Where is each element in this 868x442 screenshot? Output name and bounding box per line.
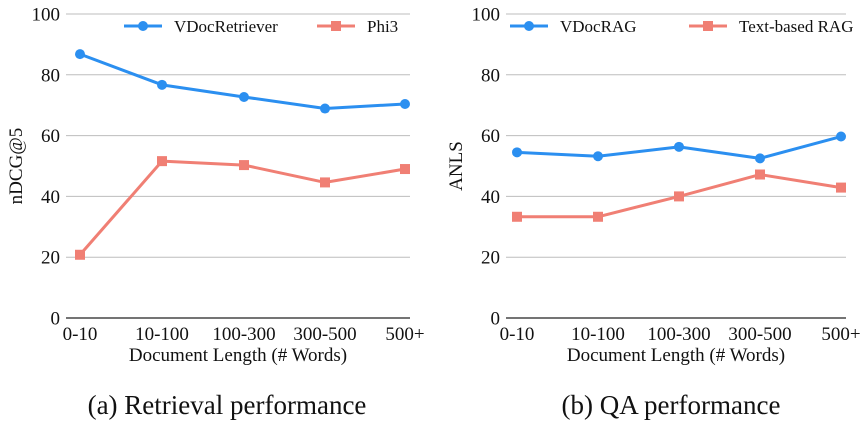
data-point (75, 249, 85, 260)
y-tick-label: 80 (481, 65, 500, 86)
data-point (674, 191, 684, 202)
data-point (836, 182, 846, 193)
y-tick-label: 100 (32, 5, 61, 26)
data-point (755, 169, 765, 180)
x-tick-label: 500+ (821, 324, 860, 345)
x-tick-label: 100-300 (212, 324, 275, 345)
y-tick-label: 40 (41, 187, 60, 208)
data-point (400, 98, 410, 109)
x-axis-label: Document Length (# Words) (129, 345, 347, 366)
legend-marker (138, 21, 148, 31)
data-point (157, 156, 167, 167)
data-point (512, 211, 522, 222)
y-tick-label: 100 (472, 5, 501, 26)
data-point (593, 211, 603, 222)
x-tick-label: 0-10 (63, 324, 98, 345)
x-tick-label: 500+ (385, 324, 424, 345)
y-axis-label: ANLS (446, 141, 467, 191)
data-point (674, 141, 684, 152)
legend-marker (331, 21, 341, 31)
y-tick-label: 80 (41, 65, 60, 86)
y-tick-label: 0 (51, 309, 61, 330)
data-point (320, 177, 330, 188)
legend-marker (703, 21, 713, 31)
data-point (75, 49, 85, 60)
data-point (239, 160, 249, 171)
data-point (755, 153, 765, 164)
x-tick-label: 10-100 (571, 324, 625, 345)
y-axis-label: nDCG@5 (6, 128, 27, 205)
x-tick-label: 10-100 (135, 324, 189, 345)
legend-label: VDocRAG (560, 17, 637, 36)
y-tick-label: 20 (481, 248, 500, 269)
data-point (157, 79, 167, 90)
panel-retrieval: 0 20 40 60 80 100 0-10 10-100 100-300 300-500 500+… (6, 5, 425, 421)
series-line (78, 159, 406, 256)
data-point (512, 147, 522, 158)
figure-caption: (a) Retrieval performance (88, 390, 367, 420)
y-tick-label: 20 (41, 248, 60, 269)
data-point (836, 131, 846, 142)
data-point (593, 151, 603, 162)
legend-marker (524, 21, 534, 31)
legend-label: Text-based RAG (739, 17, 853, 36)
x-tick-label: 0-10 (500, 324, 535, 345)
data-point (239, 91, 249, 102)
panel-qa: 0 20 40 60 80 100 0-10 10-100 100-300 300-500 500+… (446, 5, 861, 421)
y-tick-label: 0 (491, 309, 501, 330)
y-tick-label: 40 (481, 187, 500, 208)
x-axis-label: Document Length (# Words) (567, 345, 785, 366)
legend-label: Phi3 (367, 17, 398, 36)
data-point (400, 164, 410, 175)
x-tick-label: 300-500 (293, 324, 356, 345)
x-tick-label: 100-300 (647, 324, 710, 345)
y-tick-label: 60 (481, 126, 500, 147)
data-point (320, 103, 330, 114)
y-tick-label: 60 (41, 126, 60, 147)
x-tick-label: 300-500 (728, 324, 791, 345)
legend-label: VDocRetriever (174, 17, 278, 36)
figure-caption: (b) QA performance (562, 390, 781, 420)
